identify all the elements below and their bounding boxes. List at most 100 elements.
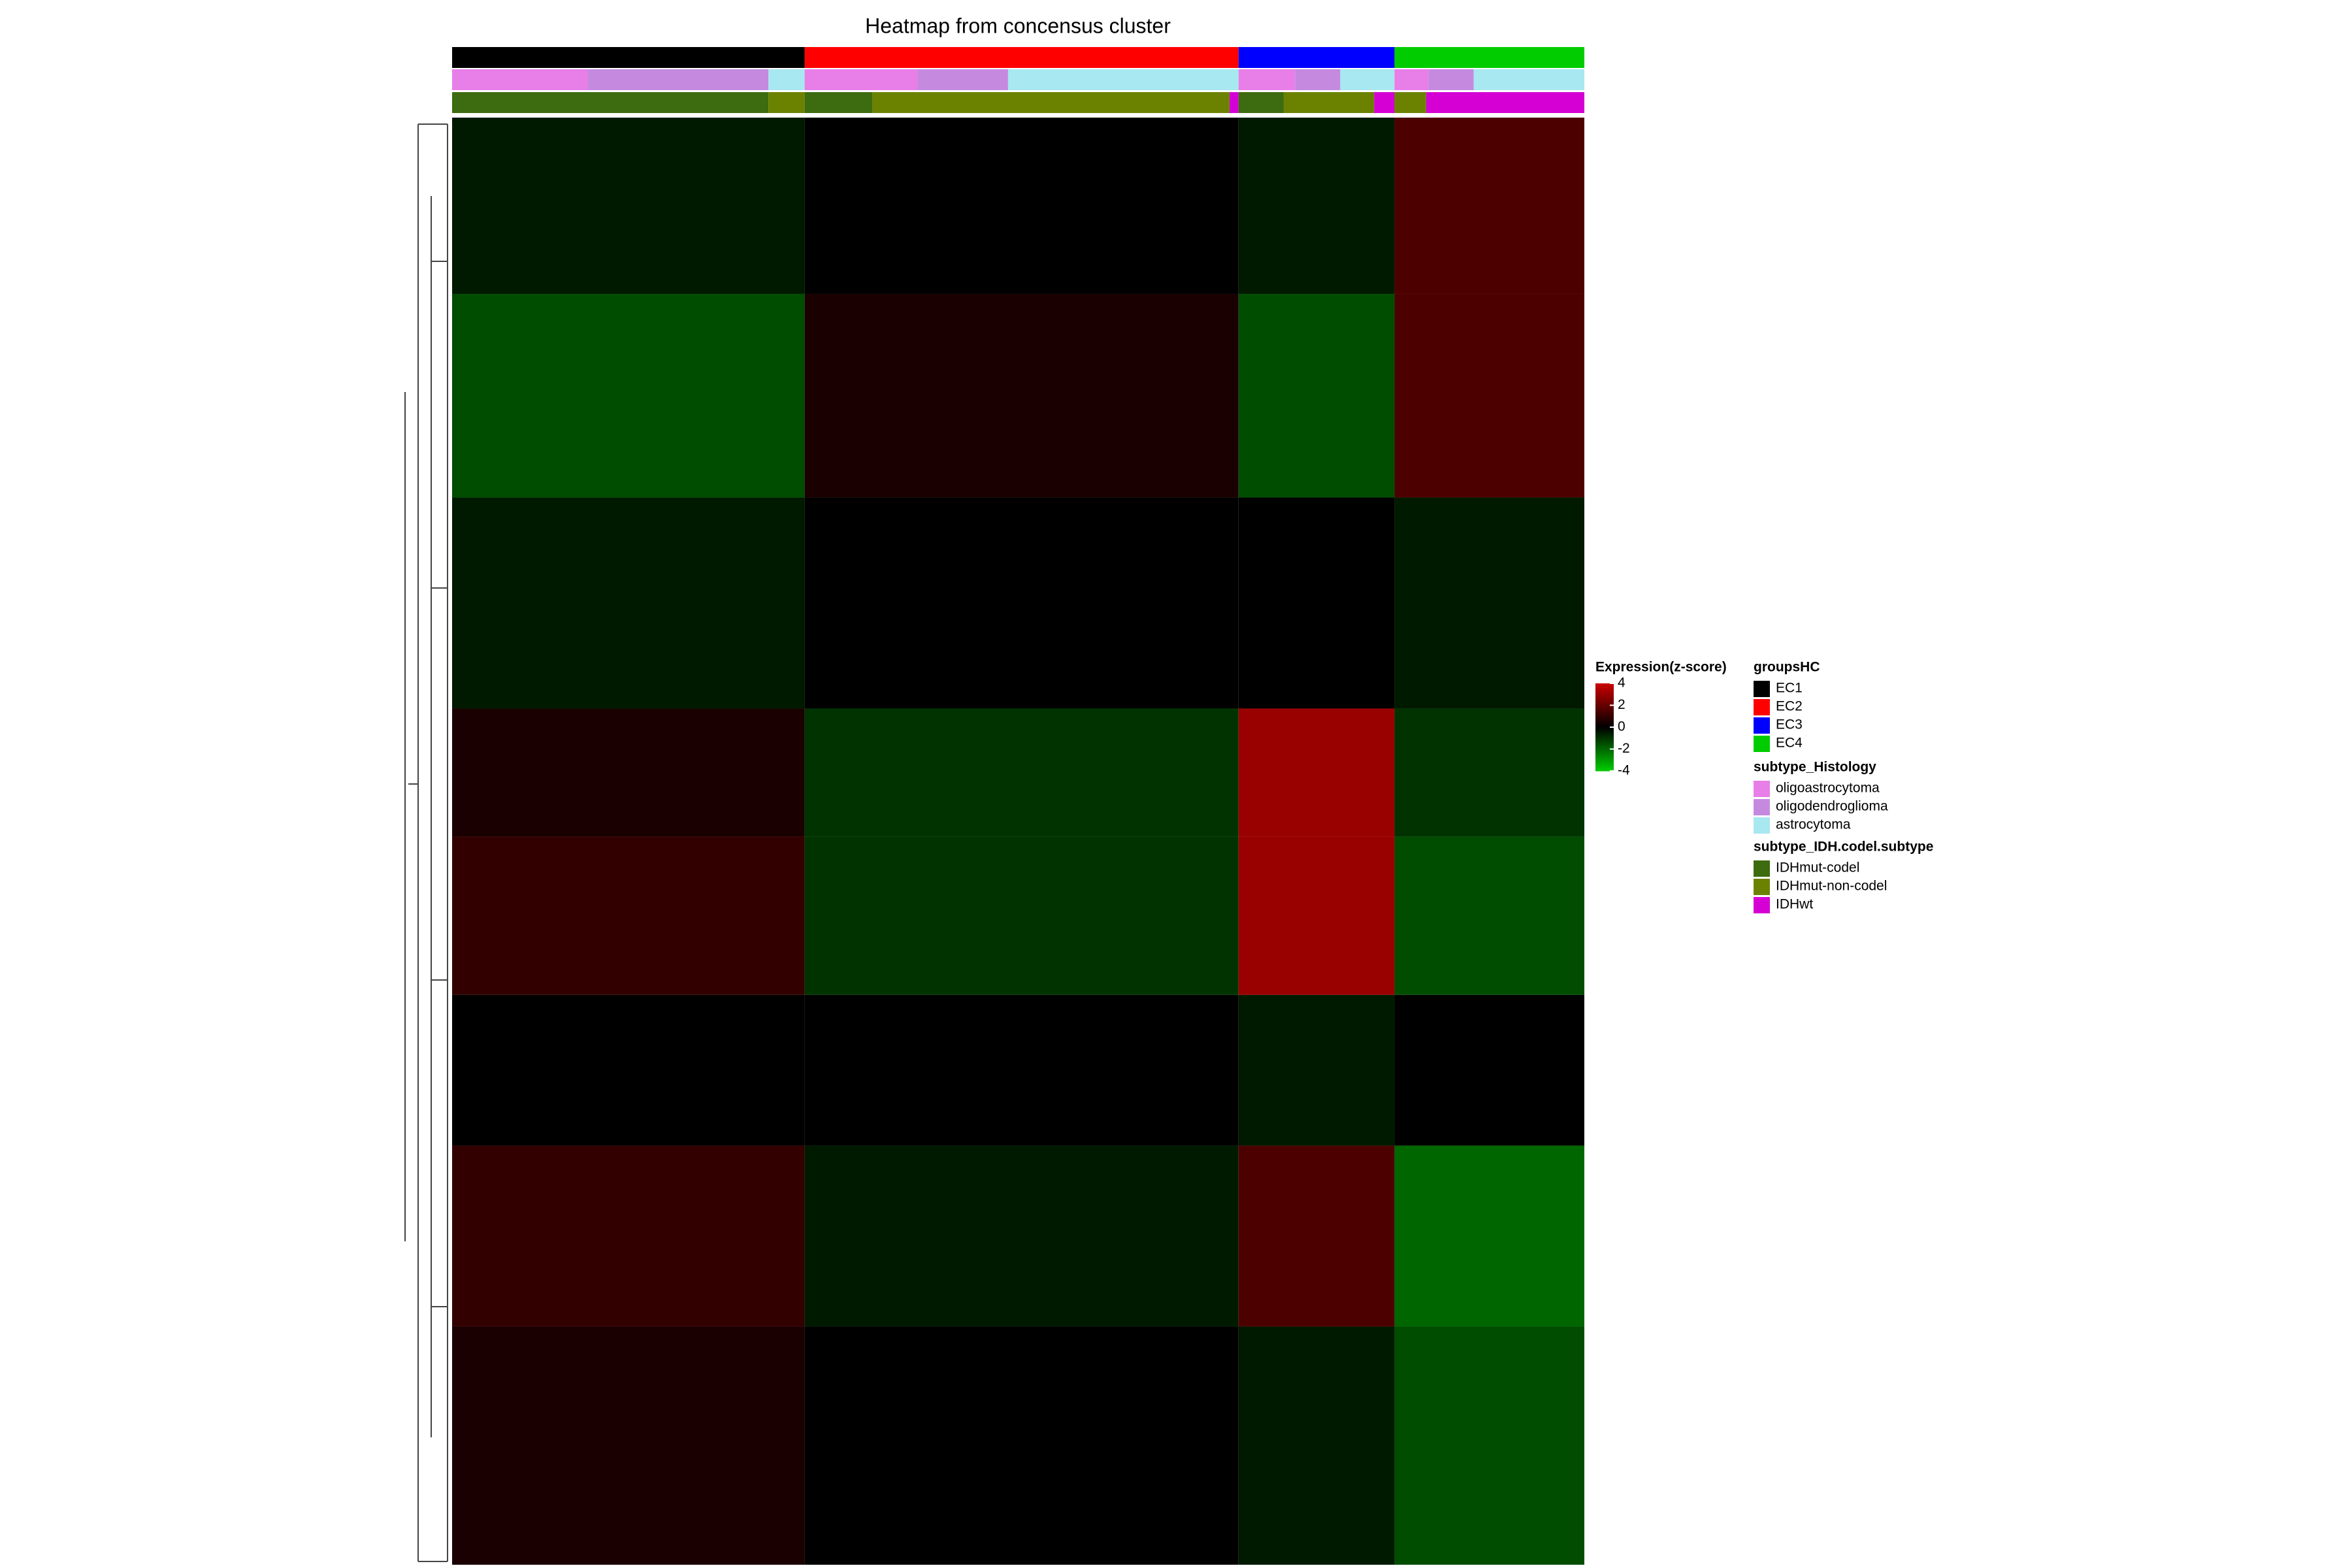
heatmap-cell <box>804 836 1239 995</box>
colorbar-step <box>1595 710 1614 713</box>
annotation-segment <box>1007 69 1239 90</box>
colorbar-step <box>1595 760 1614 763</box>
colorbar-step <box>1595 700 1614 704</box>
heatmap-cell <box>1394 1145 1584 1327</box>
annotation-segment <box>804 92 873 113</box>
annotation-segment <box>1340 69 1395 90</box>
legend-title: subtype_Histology <box>1754 760 1876 775</box>
dendrogram <box>404 123 448 1562</box>
heatmap-cell <box>452 497 805 709</box>
colorbar-step <box>1595 744 1614 747</box>
colorbar-step <box>1595 687 1614 691</box>
heatmap-cell <box>1394 708 1584 837</box>
annotation-segment <box>1426 92 1584 113</box>
heatmap-cell <box>452 118 805 294</box>
heatmap-cell <box>804 1145 1239 1327</box>
annotation-segment <box>452 92 769 113</box>
colorbar-tick-label: -2 <box>1618 741 1630 756</box>
heatmap-cell <box>1238 293 1395 498</box>
heatmap-cell <box>1238 994 1395 1146</box>
colorbar-step <box>1595 757 1614 760</box>
colorbar-step <box>1595 747 1614 749</box>
colorbar-step <box>1595 703 1614 706</box>
colorbar-tick-label: 0 <box>1618 719 1625 734</box>
colorbar-step <box>1595 705 1614 708</box>
colorbar-step <box>1595 749 1614 752</box>
annotation-segment <box>452 69 588 90</box>
colorbar-step <box>1595 707 1614 710</box>
colorbar-step <box>1595 738 1614 741</box>
heatmap-cell <box>1238 708 1395 837</box>
heatmap-cell <box>452 708 805 837</box>
colorbar-tick-label: -4 <box>1618 763 1630 778</box>
colorbar-step <box>1595 731 1614 734</box>
legend-label: IDHwt <box>1776 897 1813 912</box>
colorbar-step <box>1595 692 1614 695</box>
heatmap-cell <box>804 1326 1239 1565</box>
colorbar-step <box>1595 690 1614 693</box>
heatmap-cell <box>804 497 1239 709</box>
legend-label: EC3 <box>1776 717 1803 732</box>
colorbar-step <box>1595 729 1614 732</box>
heatmap-cell <box>452 1145 805 1327</box>
heatmap-cell <box>804 994 1239 1146</box>
legend-swatch <box>1754 681 1770 697</box>
heatmap-cell <box>804 118 1239 294</box>
colorbar-step <box>1595 713 1614 717</box>
annotation-segment <box>1238 92 1284 113</box>
colorbar-step <box>1595 734 1614 736</box>
colorbar-step <box>1595 720 1614 723</box>
colorbar-step <box>1595 762 1614 765</box>
legend-label: astrocytoma <box>1776 817 1851 832</box>
annotation-segment <box>1295 69 1341 90</box>
heatmap-cell <box>1238 1145 1395 1327</box>
heatmap-cell <box>1394 293 1584 498</box>
heatmap-cell <box>1238 1326 1395 1565</box>
legend-label: EC1 <box>1776 681 1803 696</box>
legend-swatch <box>1754 817 1770 834</box>
colorbar-step <box>1595 683 1614 686</box>
annotation-segment <box>587 69 769 90</box>
colorbar-step <box>1595 696 1614 699</box>
heatmap-cell <box>1394 497 1584 709</box>
heatmap-cell <box>804 708 1239 837</box>
annotation-segment <box>768 69 805 90</box>
colorbar-step <box>1595 740 1614 743</box>
colorbar-step <box>1595 753 1614 757</box>
legend-title: Expression(z-score) <box>1595 660 1727 675</box>
heatmap-cell <box>1394 118 1584 294</box>
legend-label: oligodendroglioma <box>1776 799 1888 814</box>
legend-swatch <box>1754 860 1770 877</box>
colorbar-tick-label: 4 <box>1618 676 1625 691</box>
heatmap-cell <box>452 1326 805 1565</box>
colorbar-step <box>1595 723 1614 726</box>
heatmap-cell <box>804 293 1239 498</box>
annotation-segment <box>804 69 918 90</box>
legend-swatch <box>1754 897 1770 913</box>
heatmap-cell <box>452 994 805 1146</box>
group-bar <box>1238 47 1395 68</box>
heatmap-cell <box>452 836 805 995</box>
annotation-segment <box>768 92 805 113</box>
annotation-segment <box>1428 69 1474 90</box>
colorbar-step <box>1595 727 1614 730</box>
group-bar <box>452 47 805 68</box>
legend-swatch <box>1754 699 1770 715</box>
colorbar-step <box>1595 751 1614 754</box>
legend-swatch <box>1754 879 1770 895</box>
annotation-segment <box>1229 92 1239 113</box>
colorbar-step <box>1595 736 1614 739</box>
legend-label: EC2 <box>1776 699 1803 714</box>
chart-title: Heatmap from concensus cluster <box>865 14 1171 37</box>
annotation-segment <box>872 92 1230 113</box>
legend-title: subtype_IDH.codel.subtype <box>1754 840 1933 855</box>
colorbar-step <box>1595 716 1614 719</box>
annotation-segment <box>1394 69 1429 90</box>
colorbar-step <box>1595 755 1614 759</box>
legend-swatch <box>1754 799 1770 815</box>
colorbar-step <box>1595 685 1614 689</box>
annotation-segment <box>1238 69 1296 90</box>
heatmap-cell <box>1394 836 1584 995</box>
annotation-segment <box>1374 92 1395 113</box>
